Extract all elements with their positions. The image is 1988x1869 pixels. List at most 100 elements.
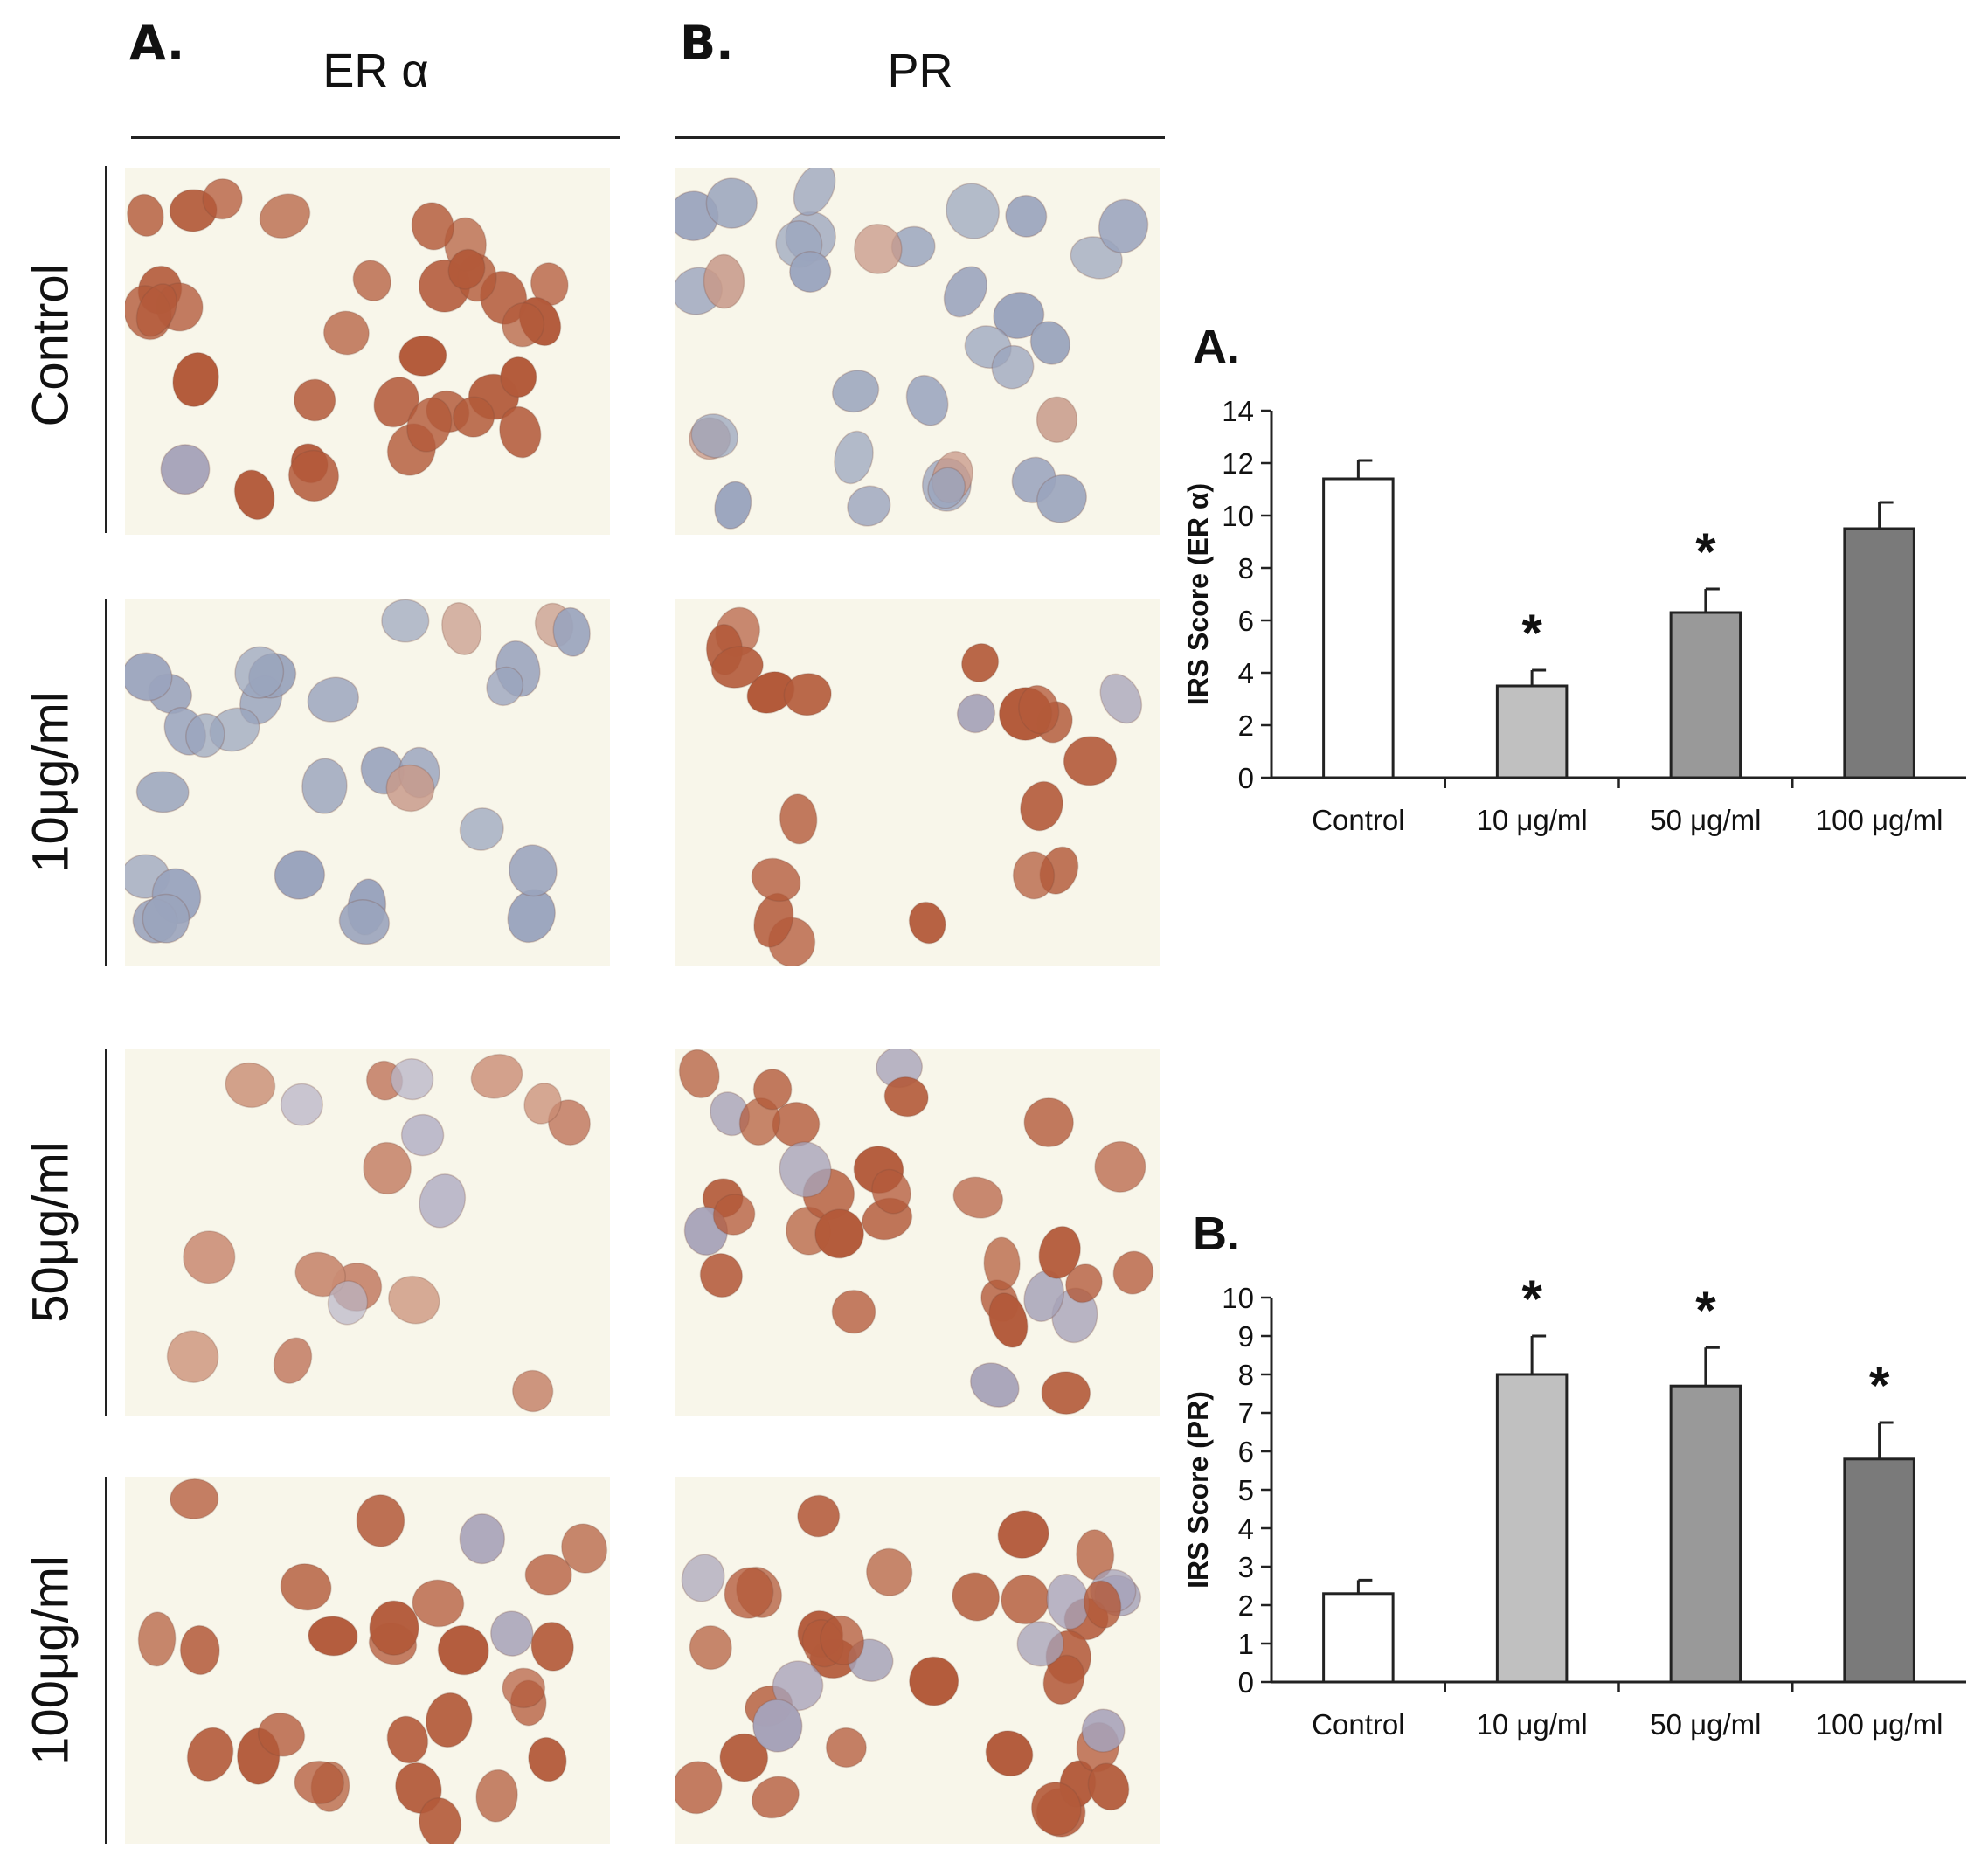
row-label-control: Control [22,263,80,427]
cell-nucleus [752,1699,803,1753]
cell-nucleus [1029,321,1070,365]
cell-nucleus [127,193,164,238]
cell-nucleus [287,449,340,502]
cell-nucleus [752,1069,793,1111]
cell-nucleus [985,1730,1034,1777]
y-tick-label: 4 [1238,657,1254,689]
cell-nucleus [820,1615,865,1665]
y-tick-label: 10 [1222,500,1254,532]
cell-nucleus [1083,1580,1122,1629]
x-tick-label: Control [1312,804,1404,836]
bar-chart-er-alpha: A. 0 2 4 6 8 10 12 14 IRS Score (ER α) Control * 10 … [1182,321,1966,836]
cell-nucleus [179,1624,220,1676]
cell-nucleus [530,1621,574,1672]
cell-nucleus [712,1194,756,1236]
x-tick-label: Control [1312,1708,1404,1741]
cell-nucleus [301,758,348,814]
y-tick-label: 1 [1238,1628,1254,1660]
cell-nucleus [1065,1263,1103,1304]
cell-nucleus [530,262,569,307]
y-tick-label: 6 [1238,1436,1254,1468]
micrograph-pr-100 [675,1477,1160,1844]
cell-nucleus [502,301,545,348]
cell-nucleus [166,1330,219,1383]
micrograph-er-100 [125,1477,610,1844]
cell-nucleus [1023,1097,1074,1148]
micrograph-er-10 [125,599,610,966]
cell-nucleus [1087,1762,1130,1811]
cell-nucleus [234,646,285,699]
cell-nucleus [452,396,495,438]
cell-nucleus [1016,1621,1064,1667]
cell-nucleus [135,283,177,337]
cell-nucleus [185,713,225,758]
cell-nucleus [772,1660,824,1712]
y-tick-label: 10 [1222,1282,1254,1314]
cell-nucleus [991,344,1035,390]
x-tick-label: 10 μg/ml [1477,804,1588,836]
cell-nucleus [125,652,173,702]
cell-nucleus [419,1173,467,1229]
cell-nucleus [142,893,190,944]
cell-nucleus [814,1208,864,1259]
cell-nucleus [724,1567,774,1619]
cell-nucleus [969,1362,1020,1408]
column-title-er-alpha: ER α [322,45,429,97]
cell-nucleus [1012,851,1056,900]
significance-marker: * [1521,604,1542,662]
x-tick-label: 50 μg/ml [1650,1708,1761,1741]
cell-nucleus [783,673,832,716]
cell-nucleus [1001,1575,1050,1625]
cell-nucleus [1018,684,1060,735]
cell-nucleus [705,177,758,229]
cell-nucleus [233,469,275,521]
cell-nucleus [1041,1371,1091,1415]
cell-nucleus [675,1761,723,1815]
bar [1669,1384,1742,1684]
cell-nucleus [528,1736,567,1782]
cell-nucleus [475,1769,518,1823]
cell-nucleus [470,1053,523,1099]
cell-nucleus [831,1289,876,1334]
cell-nucleus [956,693,996,734]
cell-nucleus [327,1280,369,1326]
cell-nucleus [308,1616,358,1657]
cell-nucleus [1036,396,1078,443]
cell-nucleus [883,1076,929,1118]
cell-nucleus [186,1727,234,1782]
cell-nucleus [779,1141,832,1198]
micrograph-pr-10 [675,599,1160,966]
bar [1495,1373,1569,1684]
cell-nucleus [499,405,542,459]
cell-nucleus [512,1369,554,1413]
cell-nucleus [459,807,504,851]
y-tick-label: 4 [1238,1513,1254,1545]
cell-nucleus [751,1776,800,1819]
cell-nucleus [1005,195,1048,238]
cell-nucleus [789,251,832,293]
cell-nucleus [386,1715,429,1764]
panel-letter-a: A. [129,16,185,71]
cell-nucleus [678,1049,720,1099]
cell-nucleus [961,643,1000,682]
y-tick-label: 0 [1238,762,1254,794]
cell-nucleus [490,1610,534,1657]
cell-nucleus [710,646,764,689]
cell-nucleus [952,1572,1001,1622]
y-tick-label: 8 [1238,552,1254,585]
significance-marker: * [1695,523,1716,581]
cell-nucleus [274,850,326,900]
cell-nucleus [1094,1140,1146,1193]
micrograph-er-50 [125,1049,610,1416]
y-axis-label: IRS Score (ER α) [1182,483,1214,705]
cell-nucleus [703,253,745,309]
cell-nucleus [689,1625,732,1671]
cell-nucleus [1042,1654,1085,1706]
row-rule-50 [105,1049,107,1416]
cell-nucleus [1112,1250,1154,1295]
bar-chart-pr: B. 0 1 2 3 4 5 6 7 8 9 10 IRS Score (PR) Control * 10 μ… [1182,1208,1966,1741]
cell-nucleus [369,1600,419,1656]
micrograph-pr-50 [675,1049,1160,1416]
cell-nucleus [183,1230,236,1284]
cell-nucleus [406,397,453,453]
